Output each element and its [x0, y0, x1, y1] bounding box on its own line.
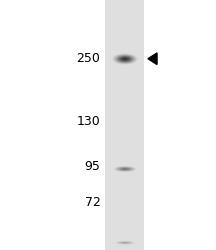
- Text: 130: 130: [77, 115, 100, 128]
- Text: 72: 72: [85, 196, 100, 209]
- Text: 95: 95: [85, 160, 100, 173]
- Text: 250: 250: [76, 52, 100, 65]
- Polygon shape: [148, 53, 157, 64]
